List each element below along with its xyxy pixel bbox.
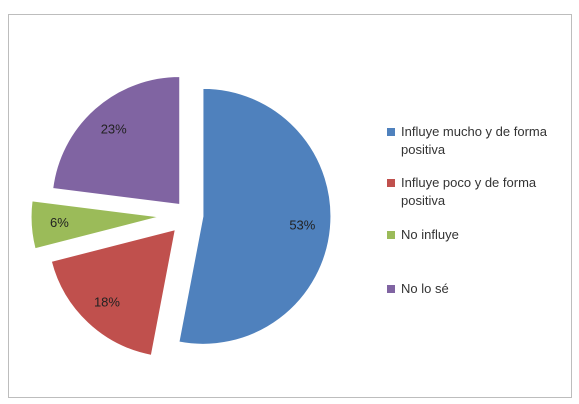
pie-slice-no-influye — [30, 200, 160, 250]
legend-item-mucho: Influye mucho y de forma positiva — [387, 123, 569, 159]
pie-slice-mucho — [178, 87, 332, 345]
legend-label: Influye poco y de forma positiva — [401, 175, 537, 208]
legend-swatch — [387, 128, 395, 136]
pie-slice-poco — [50, 228, 176, 356]
legend-item-poco: Influye poco y de forma positiva — [387, 174, 569, 210]
legend-item-no-influye: No influye — [387, 226, 569, 244]
slice-label-mucho: 53% — [289, 218, 315, 233]
slice-label-no-influye: 6% — [50, 215, 69, 230]
slice-label-poco: 18% — [94, 294, 120, 309]
pie-slice-no-lo-se — [52, 75, 181, 206]
slice-label-no-lo-se: 23% — [101, 122, 127, 137]
legend-item-no-lo-se: No lo sé — [387, 280, 569, 298]
legend-swatch — [387, 285, 395, 293]
legend-swatch — [387, 179, 395, 187]
legend-label: Influye mucho y de forma positiva — [401, 124, 547, 157]
legend-swatch — [387, 231, 395, 239]
pie-chart: 53% 18% 6% 23% — [30, 75, 332, 356]
legend-label: No lo sé — [401, 281, 449, 296]
legend-label: No influye — [401, 227, 459, 242]
chart-frame: 53% 18% 6% 23% Influye mucho y de forma pos… — [8, 14, 572, 398]
